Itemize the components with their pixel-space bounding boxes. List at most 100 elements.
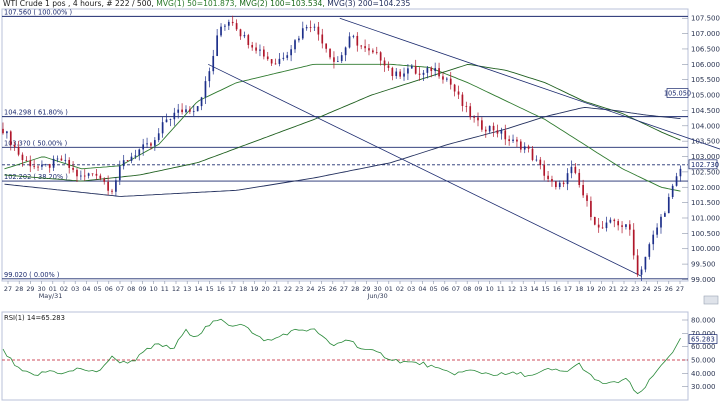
candle-body (200, 97, 203, 107)
panel-resize-handle[interactable] (703, 295, 719, 305)
y-tick-label: 105.000 (691, 92, 720, 100)
x-tick-label: 28 (351, 285, 359, 293)
fib-label: 107.560 ( 100.00% ) (4, 8, 72, 16)
candle-body (395, 71, 398, 77)
current-price-box (688, 159, 718, 170)
fib-label: 104.298 ( 61.80% ) (4, 109, 68, 117)
candle-body (543, 164, 546, 176)
candle-body (356, 35, 359, 46)
x-tick-label: 25 (654, 285, 662, 293)
y-tick-label: 99.000 (691, 276, 716, 284)
x-tick-label: 22 (620, 285, 628, 293)
candle-body (212, 55, 215, 72)
candle-body (617, 221, 620, 226)
candle-body (660, 216, 662, 228)
candle-body (597, 224, 600, 228)
candle-body (325, 43, 328, 49)
candle-body (278, 58, 281, 64)
candle-body (414, 65, 417, 74)
header-mvg2: MVG(2) 100=103.534, (239, 0, 327, 8)
candle-body (446, 78, 448, 80)
fib-label: 99.020 ( 0.00% ) (4, 271, 59, 279)
candle-body (227, 21, 230, 26)
candle-body (243, 35, 246, 37)
candle-body (516, 139, 518, 142)
candle-body (547, 175, 549, 180)
candle-body (675, 176, 678, 186)
candle-body (134, 155, 137, 157)
x-tick-label: 08 (463, 285, 471, 293)
candle-body (266, 56, 269, 60)
candle-body (286, 55, 289, 58)
candle-body (387, 65, 390, 68)
x-tick-label: 06 (105, 285, 113, 293)
y-tick-label: 100.500 (691, 230, 720, 238)
x-tick-label: 12 (508, 285, 516, 293)
y-tick-label: 103.500 (691, 138, 720, 146)
y-tick-label: 101.500 (691, 199, 720, 207)
x-tick-label: 11 (161, 285, 169, 293)
candle-body (333, 57, 335, 62)
candle-body (274, 63, 277, 65)
candle-body (146, 143, 148, 145)
candle-body (313, 26, 316, 28)
header-mvg1: MVG(1) 50=101.873, (156, 0, 239, 8)
candle-body (103, 178, 106, 182)
x-tick-label: 27 (4, 285, 12, 293)
candle-body (52, 158, 55, 168)
candle-body (33, 166, 35, 168)
candle-body (484, 129, 487, 132)
candle-body (481, 120, 483, 130)
x-tick-label: 09 (138, 285, 146, 293)
rsi-y-tick-label: 60.000 (691, 343, 716, 351)
x-tick-label: 18 (239, 285, 247, 293)
candle-body (255, 47, 257, 51)
candle-body (430, 67, 433, 72)
rsi-y-tick-label: 40.000 (691, 370, 716, 378)
x-tick-label: 27 (676, 285, 684, 293)
header-title: WTI Crude 1 pos , 4 hours, # 222 / 500, (3, 0, 156, 8)
candle-body (368, 48, 370, 51)
candle-body (477, 117, 479, 121)
candle-body (25, 160, 28, 161)
x-tick-label: 23 (631, 285, 639, 293)
candle-body (364, 46, 366, 49)
candle-body (426, 67, 429, 73)
candle-body (438, 68, 440, 77)
candle-body (9, 131, 12, 146)
candle-body (72, 167, 74, 170)
candle-body (126, 160, 129, 162)
price-tags: 105.050 102.730 (664, 88, 719, 170)
candle-body (130, 156, 133, 161)
y-tick-label: 107.000 (691, 30, 720, 38)
candle-body (496, 130, 499, 134)
candle-body (457, 91, 460, 95)
moving-averages (4, 63, 681, 197)
candle-body (372, 50, 374, 53)
candle-body (247, 35, 250, 46)
candle-body (122, 160, 125, 167)
candle-body (667, 197, 670, 214)
candle-body (519, 141, 522, 150)
x-tick-label: 24 (642, 285, 650, 293)
y-tick-label: 105.500 (691, 76, 720, 84)
candle-body (558, 182, 561, 188)
candle-body (453, 84, 456, 92)
candle-body (87, 173, 90, 176)
y-tick-label: 107.500 (691, 15, 720, 23)
x-tick-label: 15 (206, 285, 214, 293)
candle-body (348, 36, 351, 48)
candle-body (664, 213, 666, 217)
candle-body (6, 131, 8, 134)
candle-body (582, 185, 584, 196)
x-tick-label: 17 (228, 285, 236, 293)
candle-body (586, 195, 588, 201)
candle-body (504, 130, 507, 140)
x-tick-label: 10 (150, 285, 158, 293)
x-tick-label: 25 (318, 285, 326, 293)
candle-body (150, 143, 152, 146)
chart-header: WTI Crude 1 pos , 4 hours, # 222 / 500, … (3, 0, 410, 8)
candle-body (76, 169, 78, 177)
candle-body (628, 224, 631, 230)
